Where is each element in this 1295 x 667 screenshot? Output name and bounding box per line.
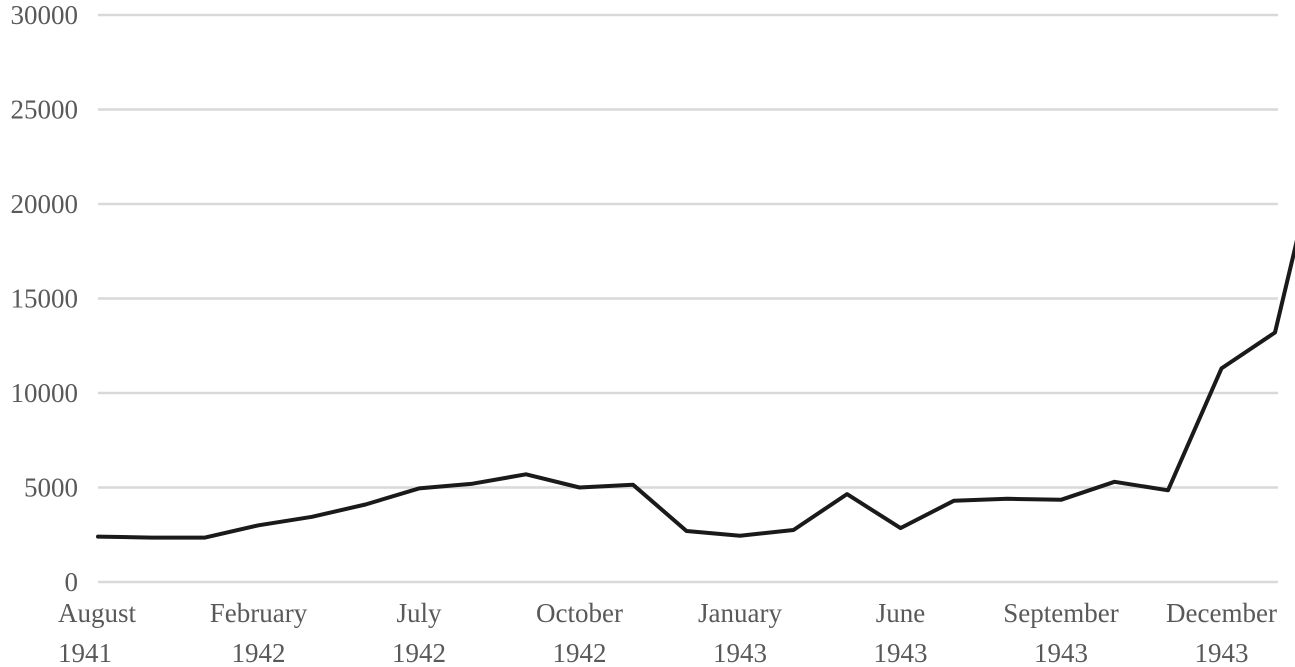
x-tick-label: February [210,598,308,628]
x-tick-label: June [876,598,926,628]
series-layer [96,239,1295,540]
x-tick-label: December [1166,598,1277,628]
y-tick-label: 20000 [11,189,79,219]
series-line [96,239,1295,540]
y-tick-label: 10000 [11,378,79,408]
y-tick-label: 15000 [11,284,79,314]
x-tick-label: September [1003,598,1118,628]
x-tick-label: 1942 [553,638,607,667]
y-tick-label: 30000 [11,0,79,30]
x-tick-label: August [58,598,137,628]
x-tick-label: 1941 [58,638,112,667]
y-axis-tick-labels: 0 5000 10000 15000 20000 25000 30000 [11,0,79,597]
x-tick-label: 1942 [232,638,286,667]
x-tick-label: 1943 [713,638,767,667]
y-tick-label: 0 [65,567,79,597]
x-tick-label: January [698,598,782,628]
x-tick-label: July [396,598,442,628]
x-tick-label: 1943 [874,638,928,667]
y-tick-label: 5000 [24,473,78,503]
x-axis-tick-labels: August 1941 February 1942 July 1942 October 194… [58,598,1277,667]
grid-layer [98,13,1278,584]
y-tick-label: 25000 [11,95,79,125]
x-tick-label: October [536,598,623,628]
x-tick-label: 1943 [1195,638,1249,667]
x-tick-label: 1943 [1034,638,1088,667]
x-tick-label: 1942 [392,638,446,667]
